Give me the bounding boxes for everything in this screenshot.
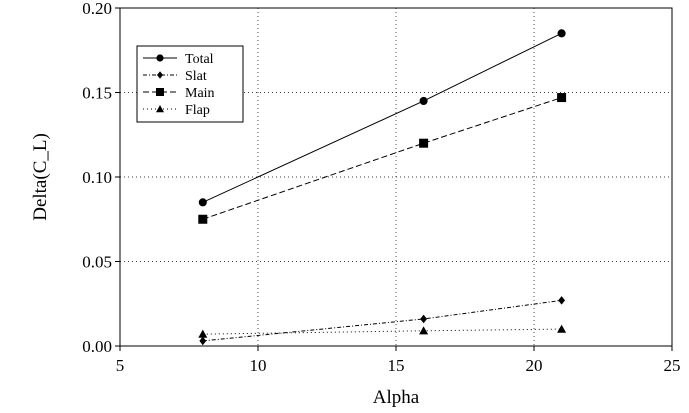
y-tick-label: 0.05 (82, 253, 112, 272)
square-marker (198, 214, 208, 224)
legend-box (136, 45, 244, 123)
x-tick-label: 20 (526, 356, 543, 375)
triangle-marker (156, 105, 164, 113)
legend-item-slat: Slat (143, 69, 207, 84)
series-line (202, 328, 562, 335)
y-axis-label: Delta(C_L) (30, 133, 51, 221)
square-marker (419, 138, 429, 148)
triangle-marker (557, 324, 567, 333)
square-marker (156, 88, 164, 96)
x-axis-label: Alpha (373, 387, 420, 408)
legend-label: Slat (185, 69, 207, 84)
diamond-marker (558, 296, 566, 305)
triangle-marker (419, 326, 429, 335)
x-tick-label: 15 (388, 356, 405, 375)
legend-item-total: Total (143, 52, 214, 67)
series-flap (198, 324, 567, 338)
legend-label: Flap (185, 103, 210, 118)
legend: Total Slat Main Flap (136, 45, 244, 123)
circle-marker (156, 54, 164, 62)
legend-label: Main (185, 86, 215, 101)
x-tick-label: 10 (250, 356, 267, 375)
y-tick-label: 0.10 (82, 168, 112, 187)
legend-item-main: Main (143, 86, 215, 101)
series-main (198, 93, 567, 224)
series-line (202, 97, 562, 220)
diamond-marker (199, 336, 207, 346)
y-tick-label: 0.20 (82, 0, 112, 18)
circle-marker (198, 198, 207, 207)
series-line (202, 299, 562, 342)
diamond-marker (420, 314, 428, 324)
series-total (198, 29, 566, 207)
diamond-marker (156, 71, 164, 79)
plot-series (198, 29, 567, 346)
legend-label: Total (185, 52, 214, 67)
triangle-marker (198, 329, 208, 338)
circle-marker (419, 96, 428, 105)
y-tick-label: 0.15 (82, 84, 112, 103)
circle-marker (557, 29, 566, 38)
x-tick-label: 5 (116, 356, 125, 375)
square-marker (557, 93, 567, 103)
series-slat (199, 296, 566, 346)
axis-ticks: 5 10 15 20 25 0.00 0.05 0.10 0.15 0.20 (82, 0, 680, 375)
y-tick-label: 0.00 (82, 337, 112, 356)
legend-item-flap: Flap (143, 103, 210, 118)
x-tick-label: 25 (664, 356, 681, 375)
